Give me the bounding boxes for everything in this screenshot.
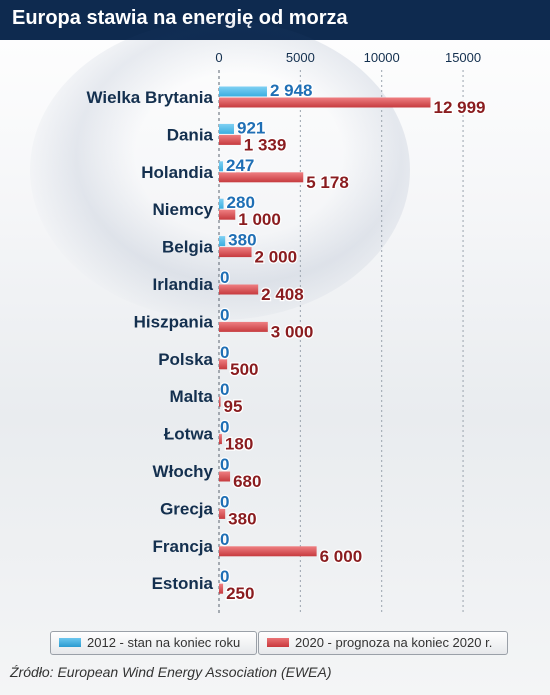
bar-2020	[219, 284, 259, 295]
x-tick-label: 5000	[286, 50, 315, 65]
legend-item-2012: 2012 - stan na koniec roku	[50, 631, 257, 655]
bar-2012	[219, 123, 234, 134]
data-label-2020: 680	[233, 472, 261, 491]
data-label-2012: 921	[237, 118, 265, 137]
data-label-2012: 0	[220, 530, 229, 549]
legend-swatch-2020	[267, 638, 289, 647]
data-label-2020: 1 339	[244, 135, 287, 154]
category-label: Łotwa	[164, 425, 214, 444]
x-axis-ticks: 0 5000 10000 15000	[215, 50, 481, 65]
category-label: Grecja	[160, 499, 213, 518]
data-label-2020: 180	[225, 435, 253, 454]
data-label-2020: 12 999	[433, 98, 485, 117]
bar-2020	[219, 396, 221, 407]
bars	[219, 86, 431, 594]
data-label-2012: 380	[228, 231, 256, 250]
x-tick-label: 15000	[445, 50, 481, 65]
category-label: Estonia	[152, 574, 214, 593]
data-label-2020: 250	[226, 584, 254, 603]
data-label-2012: 2 948	[270, 81, 313, 100]
category-label: Holandia	[141, 163, 213, 182]
category-label: Malta	[170, 387, 214, 406]
bar-2020	[219, 97, 431, 108]
data-label-2020: 3 000	[271, 322, 314, 341]
data-label-2012: 0	[220, 567, 229, 586]
bar-2020	[219, 583, 224, 594]
data-label-2020: 95	[224, 397, 243, 416]
data-label-2012: 247	[226, 156, 254, 175]
legend-item-2020: 2020 - prognoza na koniec 2020 r.	[258, 631, 508, 655]
data-label-2012: 0	[220, 418, 229, 437]
legend-label-2020: 2020 - prognoza na koniec 2020 r.	[295, 635, 493, 650]
data-label-2012: 0	[220, 305, 229, 324]
legend-label-2012: 2012 - stan na koniec roku	[87, 635, 241, 650]
category-label: Włochy	[153, 462, 214, 481]
category-label: Francja	[153, 537, 214, 556]
chart-title: Europa stawia na energię od morza	[12, 7, 348, 29]
data-label-2020: 2 408	[261, 285, 304, 304]
category-label: Polska	[158, 350, 213, 369]
x-tick-label: 0	[215, 50, 222, 65]
bar-2020	[219, 209, 236, 220]
category-label: Dania	[167, 125, 214, 144]
bar-2012	[219, 86, 267, 97]
bar-2020	[219, 434, 222, 445]
category-label: Wielka Brytania	[87, 88, 214, 107]
data-label-2012: 0	[220, 268, 229, 287]
data-label-2012: 280	[227, 193, 255, 212]
bar-2020	[219, 247, 252, 258]
data-label-2012: 0	[220, 492, 229, 511]
bar-2020	[219, 172, 304, 183]
source-note: Źródło: European Wind Energy Association…	[10, 664, 332, 680]
bar-2012	[219, 236, 226, 247]
x-tick-label: 10000	[364, 50, 400, 65]
data-label-2020: 2 000	[255, 248, 298, 267]
bar-2020	[219, 508, 226, 519]
bar-2020	[219, 321, 268, 332]
bar-2012	[219, 161, 224, 172]
data-label-2012: 0	[220, 343, 229, 362]
category-label: Hiszpania	[134, 312, 214, 331]
data-label-2020: 6 000	[320, 547, 363, 566]
bar-2020	[219, 546, 317, 557]
bar-2012	[219, 198, 224, 209]
data-label-2020: 380	[228, 509, 256, 528]
data-label-2012: 0	[220, 455, 229, 474]
bar-2020	[219, 359, 228, 370]
category-label: Irlandia	[153, 275, 214, 294]
legend-swatch-2012	[59, 638, 81, 647]
title-bar: Europa stawia na energię od morza	[0, 0, 550, 40]
gridlines	[218, 70, 464, 615]
data-label-2020: 500	[230, 360, 258, 379]
bar-2020	[219, 471, 231, 482]
category-label: Niemcy	[153, 200, 214, 219]
data-label-2020: 5 178	[306, 173, 349, 192]
data-label-2020: 1 000	[238, 210, 281, 229]
category-label: Belgia	[162, 238, 214, 257]
data-label-2012: 0	[220, 380, 229, 399]
bar-2020	[219, 134, 241, 145]
